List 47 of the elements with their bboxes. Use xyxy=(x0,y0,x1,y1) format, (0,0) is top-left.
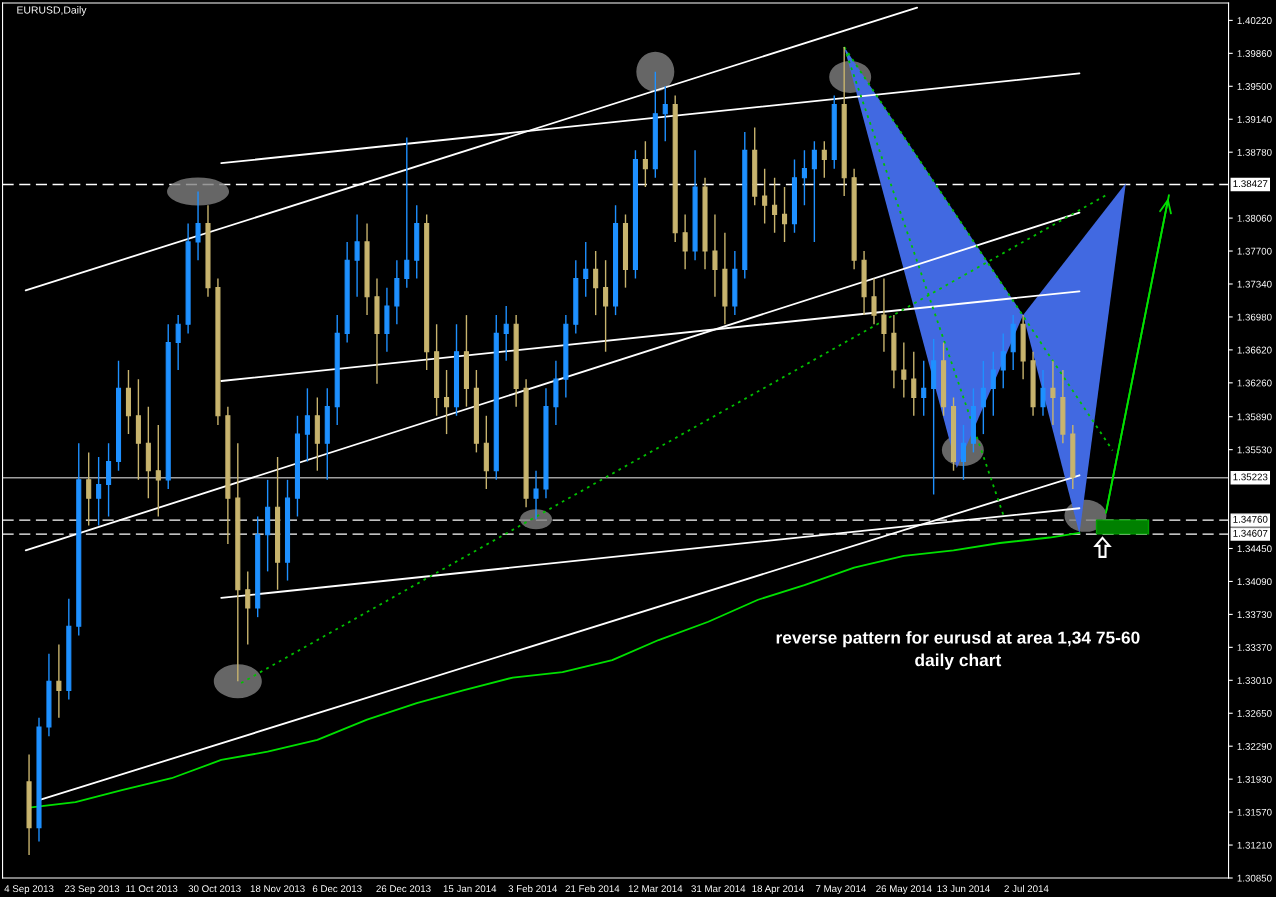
x-tick-label: 4 Sep 2013 xyxy=(4,885,54,895)
ref-line-label: 1.35223 xyxy=(1233,473,1268,481)
x-tick-label: 26 May 2014 xyxy=(876,885,932,895)
ref-line-label: 1.34607 xyxy=(1233,529,1268,537)
x-tick-label: 21 Feb 2014 xyxy=(565,884,620,893)
x-tick-label: 12 Mar 2014 xyxy=(628,885,683,893)
x-tick-label: 7 May 2014 xyxy=(815,885,866,895)
y-tick-label: 1.39500 xyxy=(1237,83,1272,90)
y-tick-label: 1.38780 xyxy=(1237,148,1272,156)
x-tick-label: 3 Feb 2014 xyxy=(508,884,558,893)
y-tick-label: 1.36260 xyxy=(1237,379,1272,387)
y-tick-label: 1.35530 xyxy=(1237,446,1272,454)
x-tick-label: 2 Jul 2014 xyxy=(1004,884,1049,893)
y-tick-label: 1.32650 xyxy=(1237,709,1272,717)
y-tick-label: 1.31570 xyxy=(1237,808,1272,816)
y-tick-label: 1.33730 xyxy=(1237,611,1272,619)
x-tick-label: 6 Dec 2013 xyxy=(312,885,362,893)
x-tick-label: 23 Sep 2013 xyxy=(64,885,120,895)
y-tick-label: 1.39860 xyxy=(1237,50,1272,57)
chart-title: EURUSD,Daily xyxy=(17,6,87,16)
y-tick-label: 1.30850 xyxy=(1237,874,1272,882)
ref-line-label: 1.34760 xyxy=(1233,515,1268,523)
x-tick-label: 31 Mar 2014 xyxy=(691,885,746,893)
y-tick-label: 1.31930 xyxy=(1237,775,1272,783)
y-tick-label: 1.35890 xyxy=(1237,413,1272,421)
y-tick-label: 1.40220 xyxy=(1237,17,1272,25)
y-tick-label: 1.31210 xyxy=(1237,841,1272,849)
annotation: reverse pattern for eurusd at area 1,34 75-60 daily chart xyxy=(776,631,1140,670)
y-tick-label: 1.33370 xyxy=(1237,644,1272,651)
y-tick-label: 1.39140 xyxy=(1237,115,1272,123)
x-tick-label: 18 Apr 2014 xyxy=(752,885,804,895)
y-tick-label: 1.36980 xyxy=(1237,313,1272,321)
x-tick-label: 18 Nov 2013 xyxy=(250,885,305,893)
y-tick-label: 1.36620 xyxy=(1237,346,1272,354)
y-tick-label: 1.34450 xyxy=(1237,545,1272,553)
y-tick-label: 1.34090 xyxy=(1237,578,1272,586)
y-tick-label: 1.32290 xyxy=(1237,742,1272,750)
x-tick-label: 11 Oct 2013 xyxy=(126,885,178,893)
y-tick-label: 1.37340 xyxy=(1237,280,1272,288)
y-tick-label: 1.38060 xyxy=(1237,214,1272,222)
x-tick-label: 26 Dec 2013 xyxy=(376,885,431,893)
x-tick-label: 30 Oct 2013 xyxy=(188,885,241,893)
x-tick-label: 13 Jun 2014 xyxy=(937,885,990,893)
y-tick-label: 1.33010 xyxy=(1237,677,1272,684)
ref-line-label: 1.38427 xyxy=(1233,180,1268,188)
y-tick-label: 1.37700 xyxy=(1237,247,1272,255)
x-tick-label: 15 Jan 2014 xyxy=(443,885,497,893)
